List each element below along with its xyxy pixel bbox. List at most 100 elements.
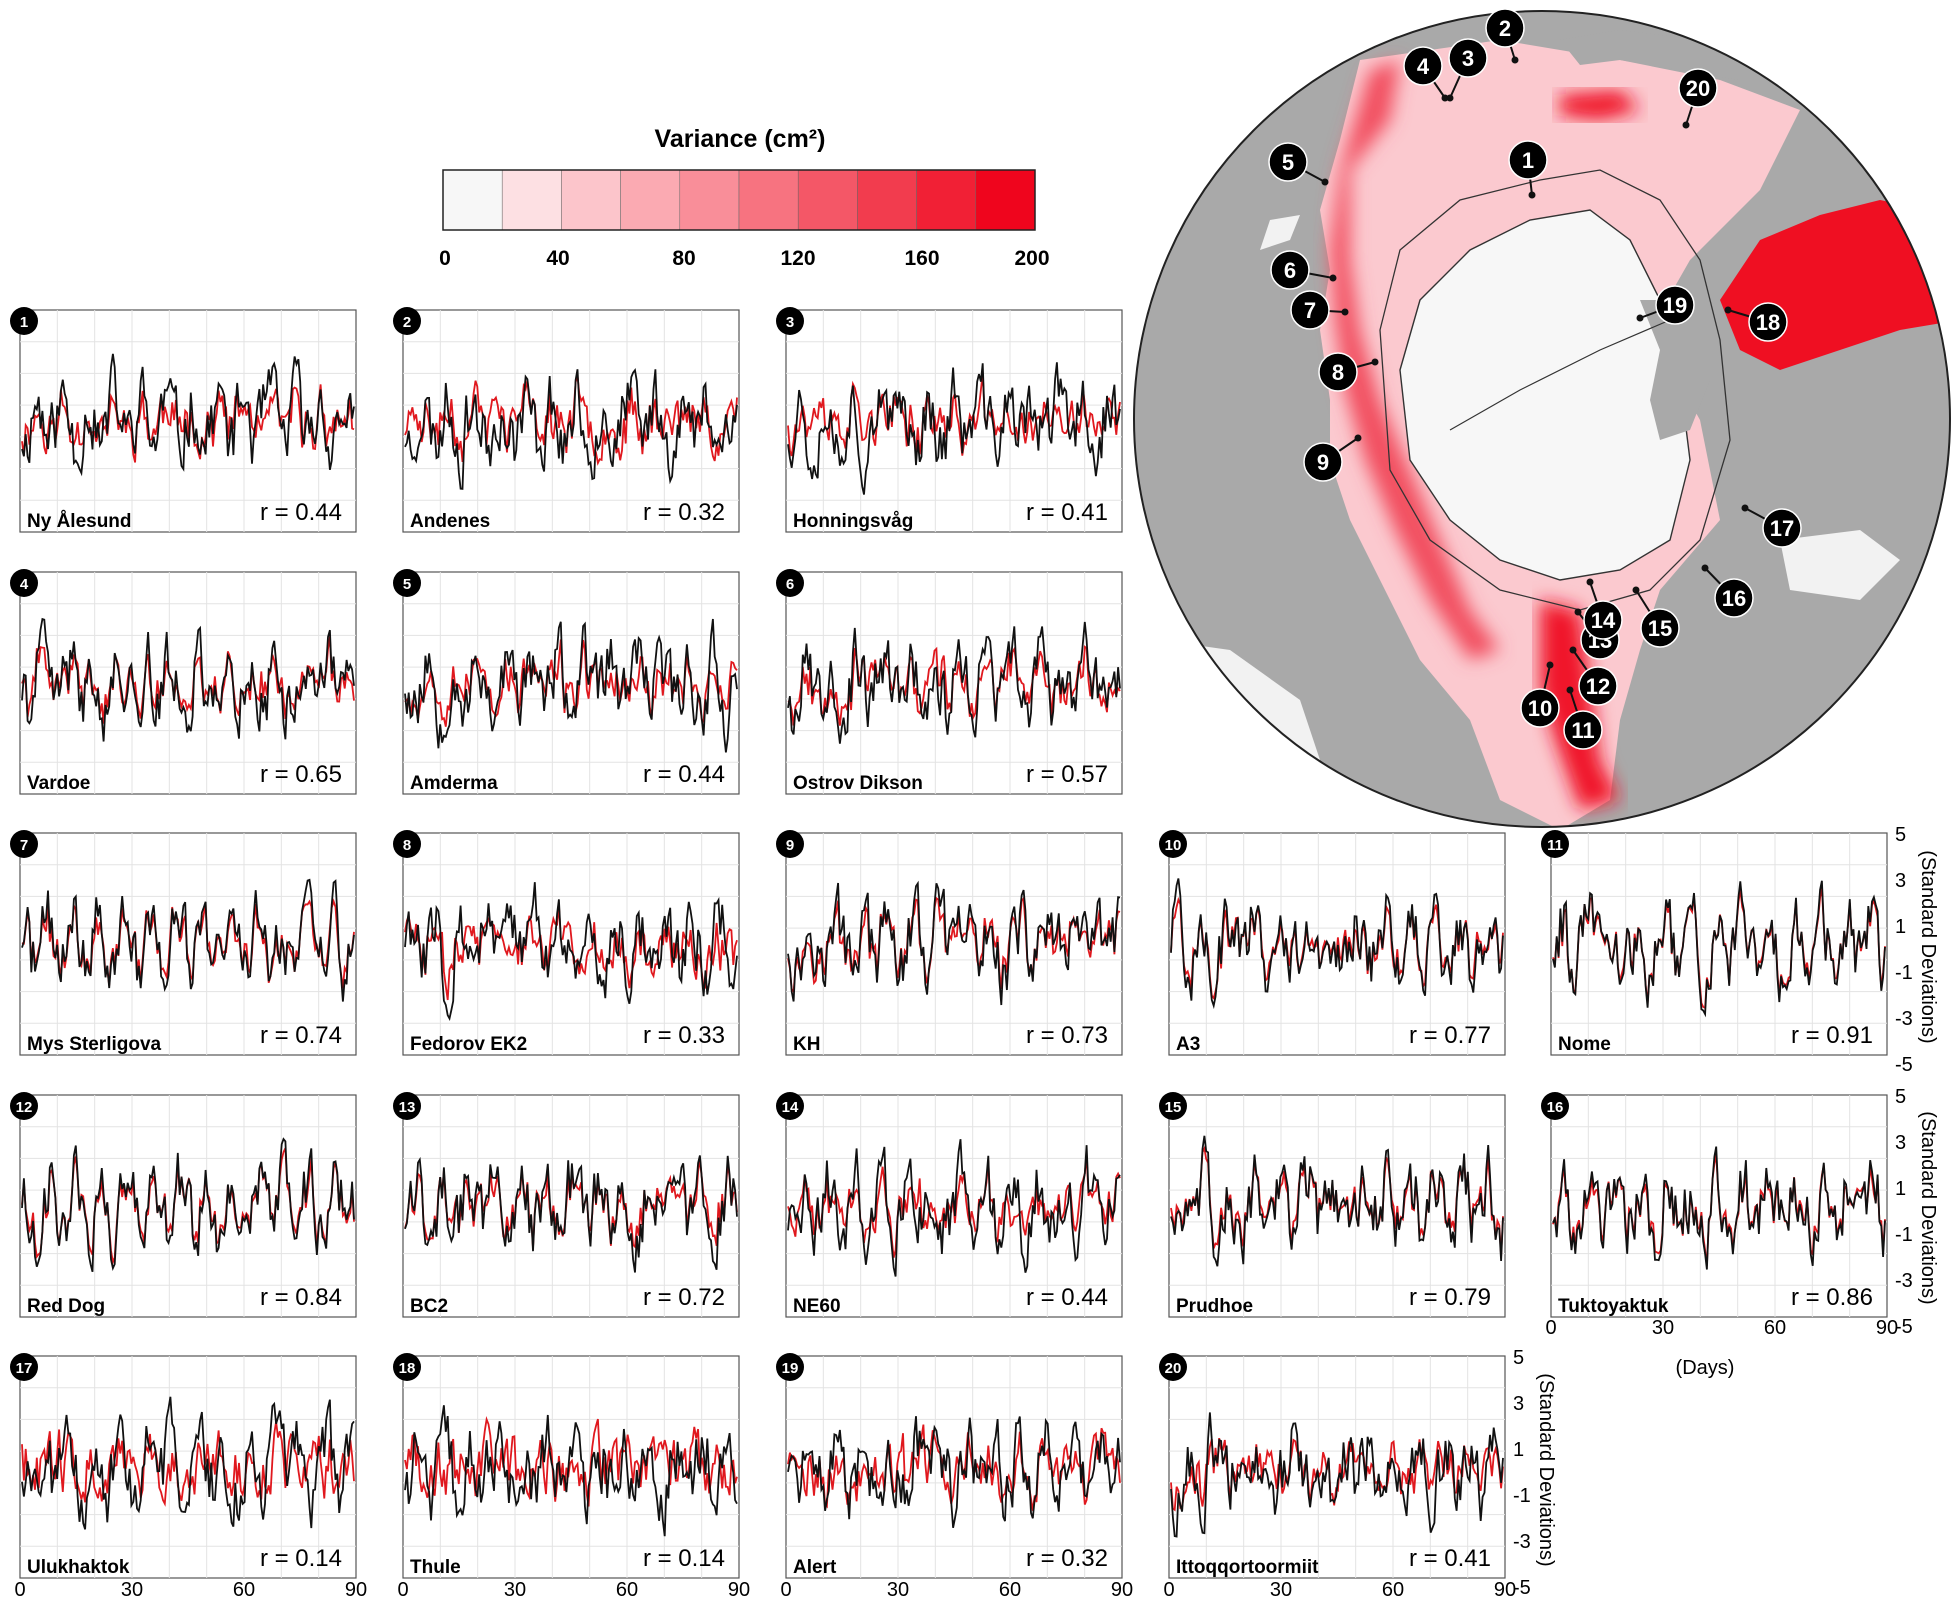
marker-circle [1640,608,1680,648]
marker-circle [1714,578,1754,618]
panel-number-badge [1159,1092,1187,1120]
station-panel: 2 Andenes r = 0.32 [393,307,740,533]
marker-dot [1741,504,1749,512]
station-panel: 13 BC2 r = 0.72 [393,1092,740,1318]
station-panel: 7 Mys Sterligova r = 0.74 [10,830,357,1056]
map-station-marker[interactable]: 5 [1268,142,1329,186]
marker-circle [1270,250,1310,290]
marker-circle [1762,508,1802,548]
panel-number: 8 [403,837,411,854]
map-station-marker[interactable]: 18 [1724,302,1788,342]
panel-number-badge [1159,1353,1187,1381]
y-tick-label: -5 [1895,1316,1913,1338]
correlation-value: r = 0.41 [1026,499,1108,526]
station-name: Prudhoe [1176,1296,1253,1317]
correlation-value: r = 0.33 [643,1022,725,1049]
correlation-value: r = 0.86 [1791,1284,1873,1311]
y-tick-label: -1 [1513,1485,1531,1507]
colorbar-tick-label: 160 [904,247,939,270]
colorbar-cell [857,169,917,231]
map-station-marker[interactable]: 19 [1636,285,1695,325]
marker-dot [1371,358,1379,366]
marker-dot [1441,94,1449,102]
map-station-marker[interactable]: 8 [1318,352,1379,392]
station-name: Andenes [410,511,490,532]
map-station-marker[interactable]: 12 [1569,646,1618,706]
panel-frame [785,309,1123,533]
colorbar-cell [442,169,503,231]
observed-series-line [1552,1146,1886,1270]
marker-number: 18 [1756,310,1780,335]
east-white [1780,530,1900,600]
map-station-marker[interactable]: 6 [1270,250,1337,290]
x-tick-label: 30 [1652,1317,1674,1339]
map-station-marker[interactable]: 10 [1520,661,1560,728]
observed-series-line [404,367,738,490]
panel-number: 13 [399,1099,416,1116]
map-station-marker[interactable]: 17 [1741,504,1802,548]
panel-number-badge [776,307,804,335]
marker-dot [1566,686,1574,694]
map-station-marker[interactable]: 9 [1303,434,1362,482]
y-tick-label: 5 [1513,1347,1524,1369]
station-panel: 4 Vardoe r = 0.65 [10,569,357,795]
panel-number-badge [10,1353,38,1381]
x-tick-label: 90 [345,1579,367,1601]
map-station-marker[interactable]: 7 [1290,290,1349,330]
station-panel: 5 Amderma r = 0.44 [393,569,740,795]
marker-dot [1354,434,1362,442]
observed-series-line [787,1139,1121,1277]
colorbar-cell [561,169,621,231]
marker-number: 1 [1522,148,1534,173]
marker-number: 9 [1317,450,1329,475]
chukchi-red [1540,600,1620,810]
colorbar-cell [679,169,740,231]
panel-number-badge [10,1092,38,1120]
map-station-marker[interactable]: 16 [1701,564,1754,618]
marker-circle [1485,8,1525,48]
y-tick-label: 3 [1513,1393,1524,1415]
marker-number: 4 [1417,54,1430,79]
panel-number: 16 [1547,1099,1564,1116]
panel-number-badge [776,830,804,858]
map-station-marker[interactable]: 14 [1583,578,1623,640]
panel-number: 19 [782,1360,799,1377]
marker-number: 2 [1499,16,1511,41]
y-tick-label: -1 [1895,962,1913,984]
y-tick-label: 3 [1895,1132,1906,1154]
correlation-value: r = 0.14 [643,1545,725,1572]
map-station-marker[interactable]: 3 [1446,38,1488,102]
station-panel: 8 Fedorov EK2 r = 0.33 [393,830,740,1056]
marker-dot [1636,314,1644,322]
panel-number-badge [1541,1092,1569,1120]
marker-dot [1321,178,1329,186]
marker-circle [1583,600,1623,640]
map-station-marker[interactable]: 15 [1632,586,1680,648]
marker-circle [1678,68,1718,108]
correlation-value: r = 0.74 [260,1022,342,1049]
correlation-value: r = 0.65 [260,761,342,788]
station-panel: 16 Tuktoyaktuk r = 0.86 [1541,1092,1888,1318]
panel-number-badge [393,569,421,597]
colorbar-tick-label: 0 [439,247,451,270]
panel-number-badge [776,1353,804,1381]
observed-series-line [787,880,1121,1006]
station-name: Ostrov Dikson [793,773,923,794]
marker-circle [1318,352,1358,392]
marker-circle [1303,442,1343,482]
map-station-marker[interactable]: 20 [1678,68,1718,129]
x-tick-label: 30 [887,1579,909,1601]
barents-spot [1560,90,1640,120]
marker-dot [1682,121,1690,129]
marker-number: 8 [1332,360,1344,385]
map-station-marker[interactable]: 4 [1403,46,1449,102]
map-station-marker[interactable]: 11 [1563,686,1603,750]
map-station-marker[interactable]: 1 [1508,140,1548,199]
panel-number: 11 [1547,837,1563,854]
panel-number: 18 [399,1360,416,1377]
map-station-marker[interactable]: 2 [1485,8,1525,64]
correlation-value: r = 0.14 [260,1545,342,1572]
model-series-line [404,904,738,1001]
marker-circle [1520,688,1560,728]
correlation-value: r = 0.32 [1026,1545,1108,1572]
